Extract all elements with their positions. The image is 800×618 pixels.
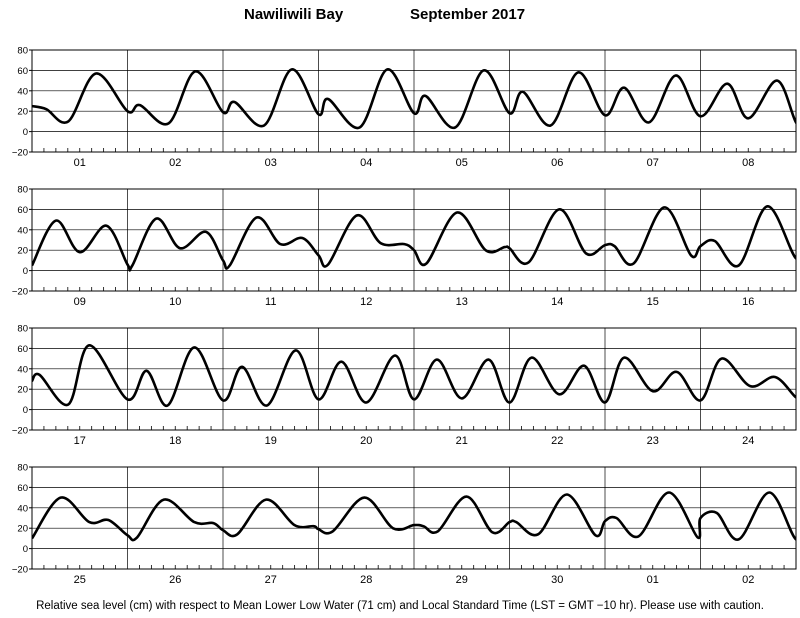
y-tick-label: 0 xyxy=(23,127,28,138)
y-tick-label: 60 xyxy=(17,205,28,216)
y-tick-label: −20 xyxy=(12,148,28,159)
day-label: 05 xyxy=(456,157,468,169)
tide-series-line xyxy=(32,68,796,130)
day-label: 01 xyxy=(647,574,659,586)
y-tick-label: 40 xyxy=(17,225,28,236)
y-tick-label: 80 xyxy=(17,46,28,57)
day-label: 17 xyxy=(74,435,86,447)
y-tick-label: 80 xyxy=(17,324,28,335)
day-label: 13 xyxy=(456,296,468,308)
y-tick-label: 60 xyxy=(17,344,28,355)
day-label: 11 xyxy=(265,296,276,308)
y-tick-label: 20 xyxy=(17,385,28,396)
tide-panel-2: −20 0 20 40 60 80 09 10 11 12 13 14 15 16 xyxy=(12,185,797,308)
tide-series-line xyxy=(32,491,796,542)
day-label: 02 xyxy=(169,157,181,169)
y-tick-label: −20 xyxy=(12,565,28,576)
y-tick-label: 40 xyxy=(17,364,28,375)
day-label: 23 xyxy=(647,435,659,447)
day-label: 21 xyxy=(456,435,468,447)
day-label: 27 xyxy=(265,574,277,586)
day-label: 12 xyxy=(360,296,372,308)
day-label: 25 xyxy=(74,574,86,586)
day-label: 08 xyxy=(742,157,754,169)
y-tick-label: 0 xyxy=(23,544,28,555)
y-tick-label: 20 xyxy=(17,524,28,535)
day-label: 30 xyxy=(551,574,563,586)
footnote: Relative sea level (cm) with respect to … xyxy=(36,600,764,612)
tide-series-line xyxy=(32,344,796,407)
y-tick-label: −20 xyxy=(12,426,28,437)
chart-title-month: September 2017 xyxy=(410,6,526,23)
y-tick-label: 0 xyxy=(23,266,28,277)
y-tick-label: 80 xyxy=(17,185,28,196)
tide-panel-4: −20 0 20 40 60 80 25 26 27 28 29 30 01 02 xyxy=(12,463,797,586)
day-label: 10 xyxy=(169,296,181,308)
y-tick-label: 60 xyxy=(17,483,28,494)
day-label: 06 xyxy=(551,157,563,169)
day-label: 02 xyxy=(742,574,754,586)
tide-series-line xyxy=(32,205,796,272)
y-tick-label: 20 xyxy=(17,246,28,257)
panel-frame xyxy=(31,49,797,153)
day-label: 09 xyxy=(74,296,86,308)
day-label: 15 xyxy=(647,296,659,308)
day-label: 04 xyxy=(360,157,372,169)
y-tick-label: 40 xyxy=(17,503,28,514)
y-tick-label: 0 xyxy=(23,405,28,416)
panel-frame xyxy=(31,466,797,570)
day-label: 01 xyxy=(74,157,86,169)
day-label: 26 xyxy=(169,574,181,586)
y-tick-label: 80 xyxy=(17,463,28,474)
y-tick-label: −20 xyxy=(12,287,28,298)
chart-title-place: Nawiliwili Bay xyxy=(244,6,344,23)
day-label: 07 xyxy=(647,157,659,169)
day-label: 18 xyxy=(169,435,181,447)
day-label: 16 xyxy=(742,296,754,308)
tide-panel-3: −20 0 20 40 60 80 17 18 19 20 21 22 23 24 xyxy=(12,324,797,447)
day-label: 28 xyxy=(360,574,372,586)
y-tick-label: 20 xyxy=(17,107,28,118)
y-tick-label: 60 xyxy=(17,66,28,77)
day-label: 24 xyxy=(742,435,754,447)
panel-frame xyxy=(31,188,797,292)
day-label: 22 xyxy=(551,435,563,447)
day-label: 29 xyxy=(456,574,468,586)
day-label: 03 xyxy=(265,157,277,169)
day-label: 20 xyxy=(360,435,372,447)
tide-panel-1: −20 0 20 40 60 80 01 02 03 04 05 06 07 08 xyxy=(12,46,797,169)
y-tick-label: 40 xyxy=(17,86,28,97)
day-label: 19 xyxy=(265,435,277,447)
day-label: 14 xyxy=(551,296,563,308)
